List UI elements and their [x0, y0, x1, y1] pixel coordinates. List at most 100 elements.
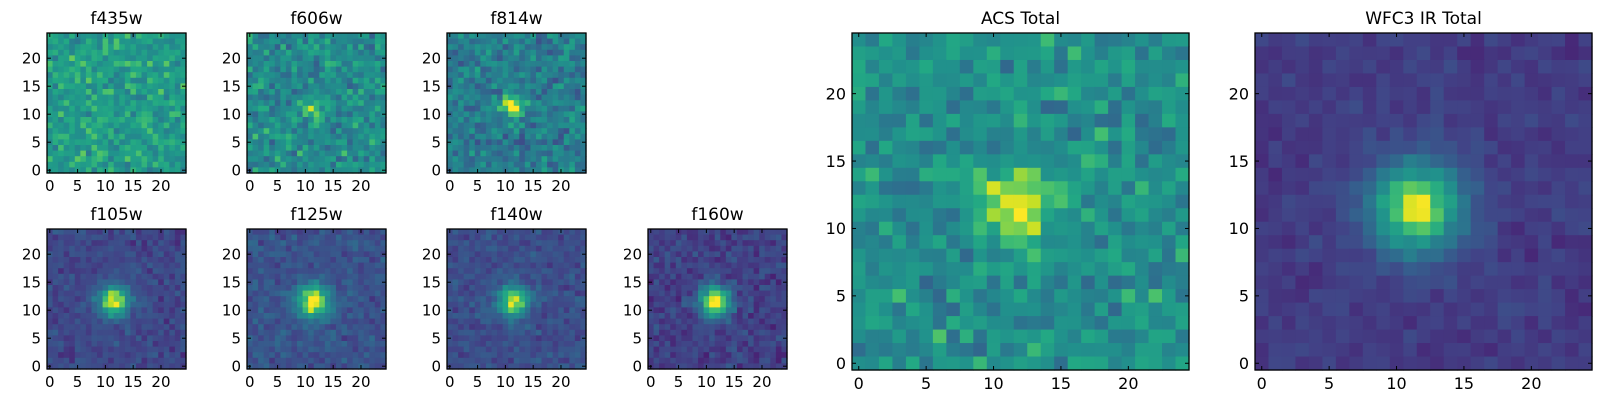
heatmap-cell — [174, 139, 182, 146]
heatmap-cell — [313, 229, 320, 236]
heatmap-cell — [731, 357, 738, 364]
heatmap-cell — [474, 307, 481, 314]
heatmap-cell — [163, 279, 170, 286]
panel-title: f160w — [691, 205, 743, 225]
x-tick-label: 0 — [245, 373, 255, 391]
heatmap-cell — [519, 273, 526, 280]
heatmap-cell — [469, 167, 476, 174]
heatmap-cell — [52, 33, 59, 40]
heatmap-cell — [141, 313, 148, 320]
heatmap-cell — [580, 341, 587, 348]
heatmap-cell — [363, 257, 370, 264]
heatmap-cell — [341, 161, 348, 168]
heatmap-cell — [736, 329, 744, 336]
heatmap-cell — [91, 83, 98, 90]
heatmap-cell — [52, 301, 59, 308]
heatmap-cell — [1121, 33, 1136, 48]
heatmap-cell — [258, 44, 265, 51]
heatmap-cell — [269, 318, 276, 325]
heatmap-cell — [263, 66, 270, 73]
heatmap-cell — [285, 229, 293, 236]
heatmap-cell — [452, 279, 459, 286]
heatmap-cell — [659, 346, 666, 353]
heatmap-cell — [474, 273, 481, 280]
heatmap-cell — [748, 245, 755, 252]
heatmap-cell — [675, 262, 682, 269]
heatmap-cell — [919, 86, 934, 101]
heatmap-cell — [63, 268, 70, 275]
heatmap-cell — [52, 257, 59, 264]
heatmap-cell — [158, 329, 165, 336]
heatmap-cell — [919, 33, 934, 48]
heatmap-cell — [463, 100, 470, 107]
heatmap-cell — [135, 346, 143, 353]
heatmap-cell — [480, 49, 487, 56]
heatmap-cell — [452, 346, 459, 353]
heatmap-cell — [330, 145, 337, 152]
heatmap-cell — [69, 240, 76, 247]
heatmap-cell — [91, 105, 98, 112]
heatmap-cell — [374, 307, 382, 314]
heatmap-cell — [458, 128, 465, 135]
heatmap-cell — [569, 279, 576, 286]
heatmap-cell — [959, 235, 974, 250]
heatmap-cell — [720, 329, 727, 336]
heatmap-cell — [524, 307, 531, 314]
heatmap-cell — [558, 285, 565, 292]
heatmap-cell — [698, 234, 705, 241]
heatmap-cell — [141, 61, 148, 68]
heatmap-cell — [80, 313, 87, 320]
heatmap-cell — [52, 44, 59, 51]
heatmap-cell — [675, 290, 682, 297]
heatmap-cell — [69, 335, 76, 342]
heatmap-cell — [380, 117, 387, 124]
heatmap-cell — [180, 352, 187, 359]
heatmap-cell — [297, 257, 304, 264]
heatmap-cell — [269, 72, 276, 79]
heatmap-cell — [569, 161, 576, 168]
heatmap-cell — [569, 341, 576, 348]
heatmap-cell — [541, 313, 548, 320]
heatmap-cell — [74, 77, 81, 84]
heatmap-cell — [102, 111, 109, 118]
heatmap-cell — [174, 307, 182, 314]
heatmap-cell — [297, 72, 304, 79]
heatmap-cell — [147, 352, 154, 359]
heatmap-cell — [319, 133, 326, 140]
heatmap-cell — [535, 44, 543, 51]
heatmap-cell — [247, 245, 254, 252]
heatmap-cell — [174, 357, 182, 364]
heatmap-cell — [469, 77, 476, 84]
heatmap-cell — [158, 72, 165, 79]
heatmap-cell — [547, 245, 554, 252]
heatmap-cell — [1094, 113, 1109, 128]
heatmap-cell — [535, 279, 543, 286]
heatmap-cell — [258, 273, 265, 280]
heatmap-cell — [113, 94, 120, 101]
heatmap-cell — [119, 77, 126, 84]
heatmap-cell — [458, 251, 465, 258]
heatmap-cell — [363, 156, 370, 163]
heatmap-cell — [513, 329, 520, 336]
heatmap-cell — [113, 111, 120, 118]
heatmap-cell — [274, 341, 281, 348]
heatmap-cell — [452, 240, 459, 247]
heatmap-cell — [252, 335, 259, 342]
heatmap-cell — [330, 161, 337, 168]
heatmap-cell — [932, 46, 947, 61]
heatmap-cell — [347, 61, 354, 68]
heatmap-cell — [291, 307, 298, 314]
heatmap-cell — [63, 257, 70, 264]
heatmap-cell — [80, 117, 87, 124]
heatmap-cell — [919, 140, 934, 155]
heatmap-cell — [714, 279, 721, 286]
heatmap-cell — [313, 262, 320, 269]
heatmap-cell — [541, 240, 548, 247]
heatmap-cell — [973, 167, 988, 182]
heatmap-cell — [530, 290, 537, 297]
heatmap-cell — [324, 139, 331, 146]
heatmap-cell — [474, 66, 481, 73]
x-tick-label: 15 — [524, 373, 543, 391]
heatmap-cell — [341, 61, 348, 68]
